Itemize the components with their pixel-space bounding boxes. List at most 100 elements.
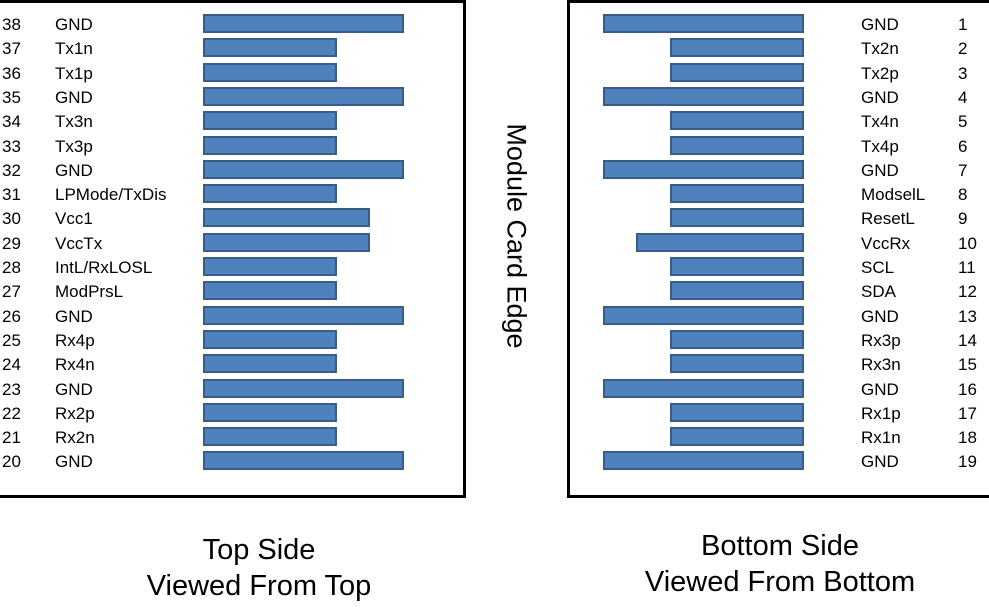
pin-row-34: 34 Tx3n: [0, 110, 463, 134]
pin-row-19: 19 GND: [570, 450, 989, 474]
pin-name: GND: [55, 160, 93, 180]
pin-name: Tx4n: [861, 112, 899, 132]
pin-row-13: 13 GND: [570, 305, 989, 329]
pin-number: 12: [958, 282, 977, 302]
contact-pad-short: [203, 402, 337, 422]
pin-name: SDA: [861, 282, 896, 302]
pin-number: 10: [958, 233, 977, 253]
pin-name: GND: [861, 87, 899, 107]
pin-name: GND: [861, 452, 899, 472]
contact-pad-long: [203, 451, 404, 471]
contact-pad-short: [203, 111, 337, 131]
pin-row-26: 26 GND: [0, 305, 463, 329]
pin-name: SCL: [861, 258, 895, 277]
pin-number: 24: [2, 355, 21, 375]
contact-pad-short: [203, 135, 337, 155]
pin-number: 7: [958, 160, 968, 180]
pin-number: 11: [958, 258, 976, 277]
contact-pad-short: [670, 402, 804, 422]
pin-number: 30: [2, 209, 21, 229]
pin-row-21: 21 Rx2n: [0, 426, 463, 450]
pin-number: 25: [2, 330, 21, 350]
pin-name: GND: [55, 379, 93, 399]
pin-row-10: 10 VccRx: [570, 232, 989, 256]
pin-number: 23: [2, 379, 21, 399]
pin-row-4: 4 GND: [570, 86, 989, 110]
pin-number: 4: [958, 87, 968, 107]
pin-row-20: 20 GND: [0, 450, 463, 474]
pin-number: 17: [958, 403, 977, 423]
pin-name: ModselL: [861, 185, 926, 205]
contact-pad-long: [603, 378, 804, 398]
contact-pad-short: [203, 62, 337, 82]
pin-number: 20: [2, 452, 21, 472]
pin-row-5: 5 Tx4n: [570, 110, 989, 134]
pin-row-30: 30 Vcc1: [0, 207, 463, 231]
pin-number: 14: [958, 330, 977, 350]
pin-number: 16: [958, 379, 977, 399]
pin-name: GND: [55, 15, 93, 34]
pin-name: Rx4n: [55, 355, 95, 375]
contact-pad-short: [670, 208, 804, 228]
pin-row-7: 7 GND: [570, 159, 989, 183]
pin-name: VccRx: [861, 233, 911, 253]
pin-row-35: 35 GND: [0, 86, 463, 110]
contact-pad-long: [603, 86, 804, 106]
pin-row-28: 28 IntL/RxLOSL: [0, 256, 463, 280]
contact-pad-short: [670, 184, 804, 204]
bottom-side-card: 1 GND 2 Tx2n 3 Tx2p 4 GND 5 Tx4n 6 Tx4p 7 GND 8 ModselL…: [567, 0, 989, 498]
contact-pad-medium: [203, 208, 370, 228]
pin-name: Tx1n: [55, 39, 93, 59]
pin-number: 38: [2, 15, 21, 34]
pin-number: 21: [2, 428, 21, 448]
pin-row-15: 15 Rx3n: [570, 353, 989, 377]
pin-row-2: 2 Tx2n: [570, 37, 989, 61]
pin-number: 5: [958, 112, 968, 132]
contact-pad-long: [603, 305, 804, 325]
pin-number: 33: [2, 136, 21, 156]
pin-row-33: 33 Tx3p: [0, 135, 463, 159]
pin-name: GND: [55, 452, 93, 472]
contact-pad-long: [203, 14, 404, 33]
pin-name: Rx1n: [861, 428, 901, 448]
pin-number: 3: [958, 63, 968, 83]
contact-pad-short: [670, 38, 804, 58]
pin-number: 35: [2, 87, 21, 107]
pin-number: 29: [2, 233, 21, 253]
pin-row-9: 9 ResetL: [570, 207, 989, 231]
pin-number: 22: [2, 403, 21, 423]
pin-name: Tx3p: [55, 136, 93, 156]
pin-row-22: 22 Rx2p: [0, 402, 463, 426]
pin-row-1: 1 GND: [570, 13, 989, 37]
module-card-edge-text: Module Card Edge: [501, 123, 532, 349]
contact-pad-short: [203, 184, 337, 204]
pin-name: GND: [861, 379, 899, 399]
pin-row-17: 17 Rx1p: [570, 402, 989, 426]
pin-name: Rx3p: [861, 330, 901, 350]
pin-row-3: 3 Tx2p: [570, 62, 989, 86]
pin-row-31: 31 LPMode/TxDis: [0, 183, 463, 207]
pin-number: 37: [2, 39, 21, 59]
pin-name: Tx2p: [861, 63, 899, 83]
pin-row-11: 11 SCL: [570, 256, 989, 280]
pin-row-36: 36 Tx1p: [0, 62, 463, 86]
contact-pad-long: [203, 159, 404, 179]
contact-pad-long: [203, 378, 404, 398]
contact-pad-short: [203, 427, 337, 447]
pin-number: 32: [2, 160, 21, 180]
pin-row-18: 18 Rx1n: [570, 426, 989, 450]
top-side-card: 38 GND 37 Tx1n 36 Tx1p 35 GND 34 Tx3n 33 Tx3p 32 GND 3…: [0, 0, 466, 498]
pin-name: Tx1p: [55, 63, 93, 83]
pin-row-14: 14 Rx3p: [570, 329, 989, 353]
contact-pad-short: [670, 62, 804, 82]
pin-name: GND: [55, 87, 93, 107]
pin-row-38: 38 GND: [0, 13, 463, 37]
pin-name: ModPrsL: [55, 282, 124, 302]
pin-number: 26: [2, 306, 21, 326]
pin-name: ResetL: [861, 209, 915, 229]
pin-row-24: 24 Rx4n: [0, 353, 463, 377]
pin-name: Rx1p: [861, 403, 901, 423]
contact-pad-medium: [203, 232, 370, 252]
pin-name: Tx2n: [861, 39, 899, 59]
contact-pad-long: [203, 86, 404, 106]
